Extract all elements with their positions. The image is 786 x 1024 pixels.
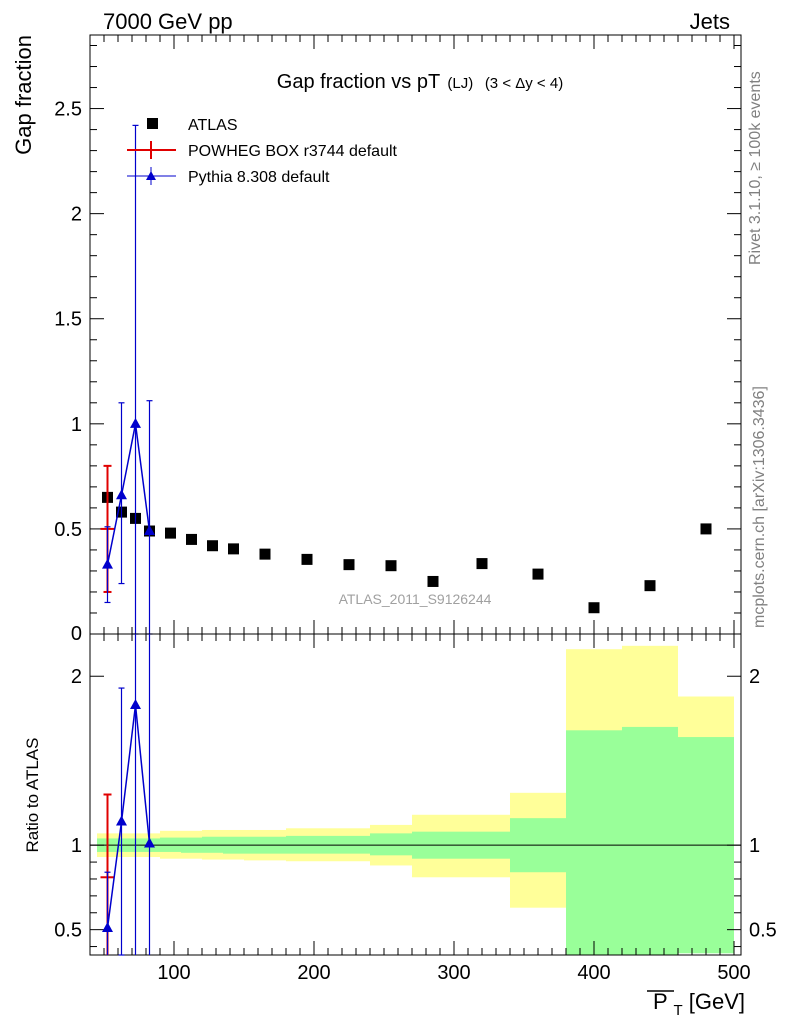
main-pythia-point bbox=[144, 525, 155, 536]
atlas-point bbox=[343, 559, 355, 571]
x-axis-label-sub: T bbox=[673, 1002, 682, 1019]
atlas-point bbox=[476, 558, 488, 570]
main-title: Gap fraction vs pT (LJ) (3 < Δy < 4) bbox=[277, 71, 563, 93]
atlas-point bbox=[259, 548, 271, 560]
main-pythia-point bbox=[102, 558, 113, 569]
legend-pythia-marker bbox=[146, 171, 156, 180]
ratio-ytick-label-right: 1 bbox=[749, 835, 760, 857]
header-process: Jets bbox=[690, 9, 730, 34]
ratio-uncertainty-bands bbox=[97, 645, 734, 955]
ratio-pythia-point bbox=[116, 815, 127, 826]
ratio-pythia-point bbox=[144, 837, 155, 848]
xtick-label: 300 bbox=[437, 962, 470, 984]
main-pythia-point bbox=[130, 417, 141, 428]
atlas-point bbox=[427, 575, 439, 587]
legend-powheg-label: POWHEG BOX r3744 default bbox=[188, 143, 398, 160]
legend-atlas-label: ATLAS bbox=[188, 117, 238, 134]
ratio-pythia-point bbox=[130, 698, 141, 709]
xtick-label: 100 bbox=[157, 962, 190, 984]
ratio-series bbox=[100, 634, 155, 956]
atlas-point bbox=[700, 523, 712, 535]
atlas-point bbox=[301, 553, 313, 565]
main-pythia-point bbox=[116, 489, 127, 500]
title-main: Gap fraction vs pT bbox=[277, 71, 440, 93]
analysis-tag: ATLAS_2011_S9126244 bbox=[339, 591, 492, 607]
legend: ATLAS POWHEG BOX r3744 default Pythia 8.… bbox=[127, 117, 398, 186]
atlas-point bbox=[207, 540, 218, 552]
ratio-pythia-line bbox=[106, 704, 151, 929]
x-axis-label: P T [GeV] bbox=[653, 989, 745, 1020]
ratio-frame bbox=[89, 633, 742, 956]
main-ytick-label: 1.5 bbox=[54, 309, 82, 331]
atlas-point bbox=[165, 527, 176, 539]
atlas-point bbox=[228, 543, 239, 555]
ratio-ytick-label: 2 bbox=[71, 666, 82, 688]
side-rivet-label: Rivet 3.1.10, ≥ 100k events bbox=[747, 71, 764, 265]
main-panel: 0.5 1 1.5 2 2.5 0 Gap fraction vs pT (LJ) (3 … bbox=[11, 34, 742, 645]
ratio-ytick-label: 1 bbox=[71, 835, 82, 857]
atlas-point bbox=[385, 560, 397, 572]
atlas-point bbox=[588, 602, 600, 614]
xtick-label: 500 bbox=[717, 962, 750, 984]
main-axis-ticks: 0.5 1 1.5 2 2.5 0 bbox=[54, 35, 741, 645]
x-axis-label-main: P bbox=[653, 989, 667, 1014]
ratio-ytick-label-right: 0.5 bbox=[749, 920, 777, 942]
ratio-band-inner bbox=[370, 833, 412, 856]
main-ytick-label-zero: 0 bbox=[71, 623, 82, 645]
main-y-axis-label: Gap fraction bbox=[11, 35, 36, 155]
legend-atlas-marker bbox=[147, 118, 158, 129]
main-series bbox=[100, 124, 712, 635]
legend-pythia-label: Pythia 8.308 default bbox=[188, 169, 330, 186]
x-axis-label-unit: [GeV] bbox=[689, 989, 745, 1014]
ratio-ytick-label-right: 2 bbox=[749, 666, 760, 688]
header-energy: 7000 GeV pp bbox=[103, 9, 233, 34]
ratio-axis-ticks: 0.5 0.5 1 1 2 2 100 200 300 400 500 bbox=[54, 634, 777, 984]
side-mcplots-label: mcplots.cern.ch [arXiv:1306.3436] bbox=[751, 386, 768, 628]
main-ytick-label: 2 bbox=[71, 204, 82, 226]
main-ytick-label: 1 bbox=[71, 414, 82, 436]
main-ytick-label: 0.5 bbox=[54, 519, 82, 541]
title-range: (3 < Δy < 4) bbox=[485, 75, 563, 92]
ratio-band-inner bbox=[566, 730, 622, 955]
ratio-pythia-point bbox=[102, 921, 113, 932]
ratio-y-axis-label: Ratio to ATLAS bbox=[23, 738, 42, 853]
atlas-point bbox=[186, 533, 197, 545]
atlas-point bbox=[644, 580, 656, 592]
ratio-ytick-label: 0.5 bbox=[54, 920, 82, 942]
atlas-point bbox=[532, 568, 544, 580]
ratio-panel: 0.5 0.5 1 1 2 2 100 200 300 400 500 Ratio to ATLAS… bbox=[23, 633, 777, 1020]
main-pythia-line bbox=[106, 423, 151, 565]
ratio-band-inner bbox=[622, 726, 678, 955]
xtick-label: 200 bbox=[297, 962, 330, 984]
main-ytick-label: 2.5 bbox=[54, 99, 82, 121]
title-sub: (LJ) bbox=[447, 75, 473, 92]
xtick-label: 400 bbox=[577, 962, 610, 984]
